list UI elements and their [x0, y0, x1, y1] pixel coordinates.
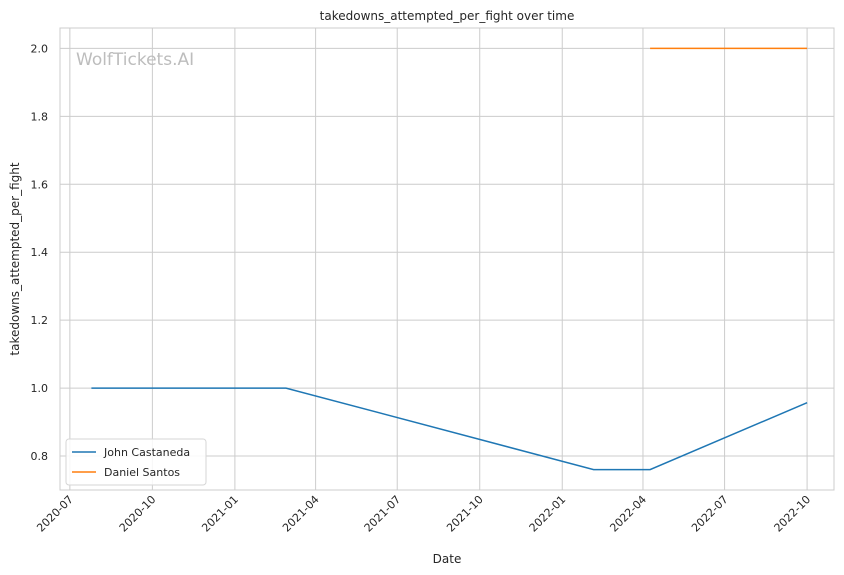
y-tick-label: 0.8: [31, 450, 49, 463]
y-tick-label: 1.8: [31, 110, 49, 123]
legend: John Castaneda Daniel Santos: [65, 438, 207, 486]
y-tick-label: 2.0: [31, 42, 49, 55]
plot-frame: [59, 27, 835, 491]
y-tick-label: 1.2: [31, 314, 49, 327]
y-axis-label: takedowns_attempted_per_fight: [8, 162, 22, 355]
y-tick-label: 1.4: [31, 246, 49, 259]
legend-entry: Daniel Santos: [104, 466, 180, 479]
y-tick-label: 1.6: [31, 178, 49, 191]
watermark: WolfTickets.AI: [76, 50, 194, 70]
legend-entry: John Castaneda: [103, 446, 190, 459]
series-lines: [91, 47, 808, 471]
y-tick-labels: 0.8 1.0 1.2 1.4 1.6 1.8 2.0: [31, 42, 49, 463]
y-tick-label: 1.0: [31, 382, 49, 395]
series-line-0: [91, 387, 808, 471]
x-axis-label: Date: [433, 552, 462, 566]
legend-box: [65, 438, 207, 486]
chart-title: takedowns_attempted_per_fight over time: [320, 9, 575, 23]
